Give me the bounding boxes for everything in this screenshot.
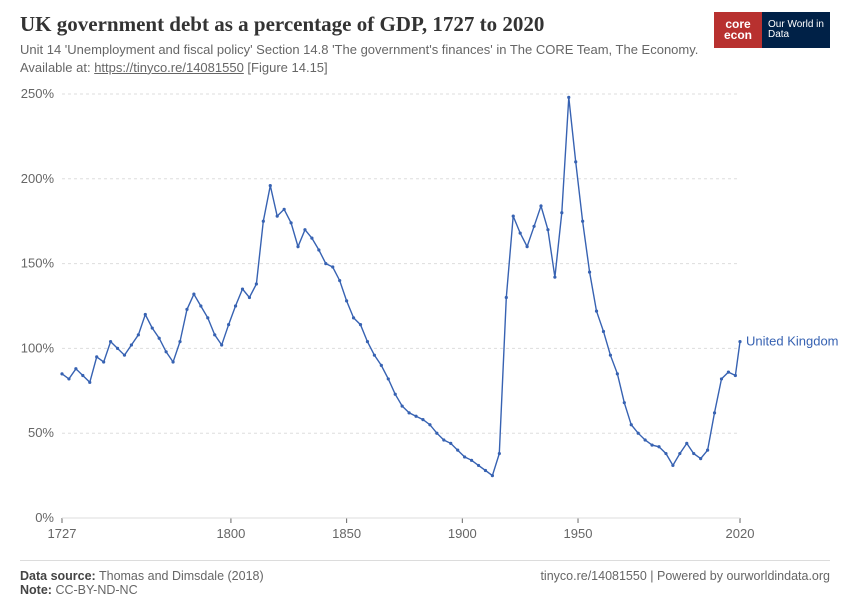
svg-text:250%: 250%	[21, 86, 55, 101]
source-text: Thomas and Dimsdale (2018)	[99, 569, 264, 583]
line-chart: 0% 50% 100% 150% 200% 250% 1727 1800 1850 1900 195…	[0, 80, 850, 560]
footer-left: Data source: Thomas and Dimsdale (2018) …	[20, 569, 264, 597]
svg-text:150%: 150%	[21, 256, 55, 271]
svg-text:1900: 1900	[448, 526, 477, 541]
svg-text:2020: 2020	[726, 526, 755, 541]
source-label: Data source:	[20, 569, 96, 583]
svg-text:100%: 100%	[21, 340, 55, 355]
svg-text:1800: 1800	[216, 526, 245, 541]
svg-text:1950: 1950	[564, 526, 593, 541]
logo-group: core econ Our World in Data	[714, 12, 830, 48]
svg-text:1850: 1850	[332, 526, 361, 541]
header: UK government debt as a percentage of GD…	[0, 0, 850, 80]
subtitle-link[interactable]: https://tinyco.re/14081550	[94, 60, 244, 75]
chart-area: 0% 50% 100% 150% 200% 250% 1727 1800 1850 1900 195…	[0, 80, 850, 560]
subtitle-post: [Figure 14.15]	[244, 60, 328, 75]
core-logo-line2: econ	[724, 30, 752, 41]
svg-text:1727: 1727	[48, 526, 77, 541]
svg-text:200%: 200%	[21, 171, 55, 186]
note-text: CC-BY-ND-NC	[55, 583, 137, 597]
note-label: Note:	[20, 583, 52, 597]
svg-text:United Kingdom: United Kingdom	[746, 334, 839, 349]
owid-logo: Our World in Data	[762, 12, 830, 48]
chart-title: UK government debt as a percentage of GD…	[20, 12, 704, 37]
core-econ-logo: core econ	[714, 12, 762, 48]
title-block: UK government debt as a percentage of GD…	[20, 12, 714, 76]
svg-text:0%: 0%	[35, 510, 54, 525]
chart-subtitle: Unit 14 'Unemployment and fiscal policy'…	[20, 41, 704, 76]
svg-text:50%: 50%	[28, 425, 54, 440]
footer-right: tinyco.re/14081550 | Powered by ourworld…	[540, 569, 830, 597]
